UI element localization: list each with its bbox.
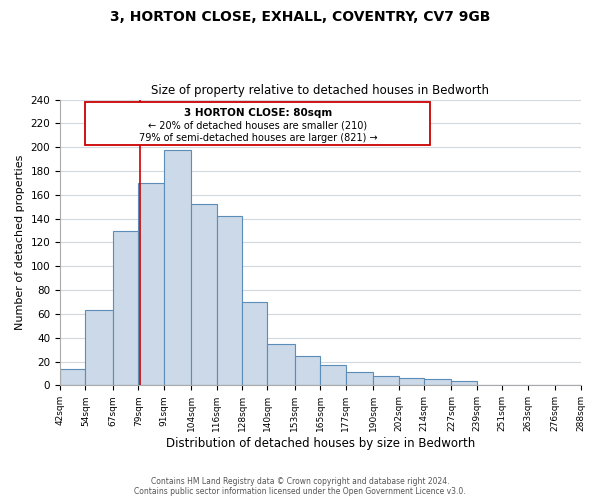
Bar	[191, 204, 217, 386]
FancyBboxPatch shape	[85, 102, 430, 145]
Bar	[346, 372, 373, 386]
Bar	[373, 376, 398, 386]
Text: Contains HM Land Registry data © Crown copyright and database right 2024.: Contains HM Land Registry data © Crown c…	[151, 476, 449, 486]
Bar	[217, 216, 242, 386]
Bar	[139, 183, 164, 386]
Bar	[451, 380, 477, 386]
X-axis label: Distribution of detached houses by size in Bedworth: Distribution of detached houses by size …	[166, 437, 475, 450]
Bar	[85, 310, 113, 386]
Bar	[113, 230, 139, 386]
Bar	[60, 368, 85, 386]
Bar	[398, 378, 424, 386]
Text: ← 20% of detached houses are smaller (210): ← 20% of detached houses are smaller (21…	[148, 121, 367, 131]
Text: Contains public sector information licensed under the Open Government Licence v3: Contains public sector information licen…	[134, 486, 466, 496]
Bar	[268, 344, 295, 386]
Text: 3 HORTON CLOSE: 80sqm: 3 HORTON CLOSE: 80sqm	[184, 108, 332, 118]
Bar	[424, 380, 451, 386]
Bar	[242, 302, 268, 386]
Bar	[320, 365, 346, 386]
Bar	[164, 150, 191, 386]
Text: 79% of semi-detached houses are larger (821) →: 79% of semi-detached houses are larger (…	[139, 133, 377, 143]
Bar	[295, 356, 320, 386]
Text: 3, HORTON CLOSE, EXHALL, COVENTRY, CV7 9GB: 3, HORTON CLOSE, EXHALL, COVENTRY, CV7 9…	[110, 10, 490, 24]
Title: Size of property relative to detached houses in Bedworth: Size of property relative to detached ho…	[151, 84, 489, 97]
Y-axis label: Number of detached properties: Number of detached properties	[15, 155, 25, 330]
